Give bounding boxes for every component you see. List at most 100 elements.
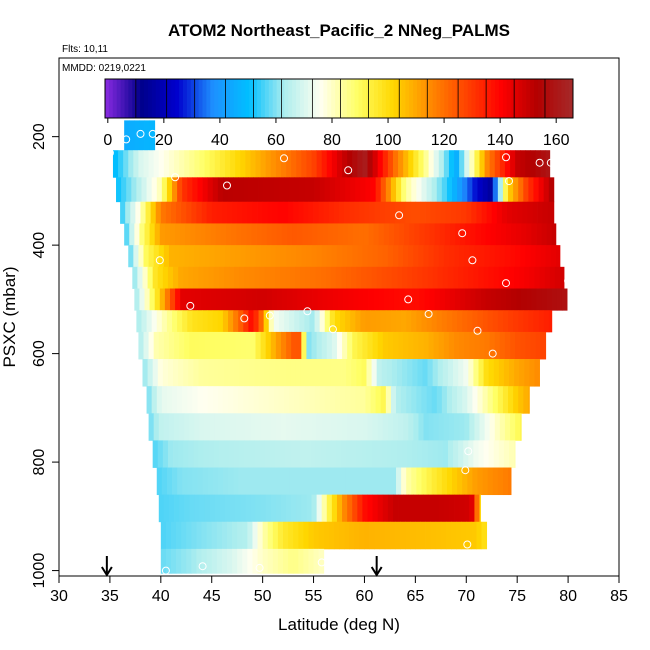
heatmap-cell	[193, 440, 199, 468]
heatmap-cell	[158, 245, 165, 268]
heatmap-cell	[554, 266, 561, 289]
heatmap-cell	[407, 440, 413, 468]
heatmap-cell	[148, 413, 155, 441]
observation-point	[461, 466, 470, 475]
arrow-head	[370, 566, 383, 577]
heatmap-cell	[464, 494, 470, 523]
heatmap-cell	[205, 288, 212, 311]
heatmap-cell	[249, 440, 255, 468]
heatmap-cell	[312, 288, 319, 311]
heatmap-cell	[428, 413, 435, 441]
heatmap-cell	[192, 177, 198, 203]
heatmap-cell	[334, 310, 341, 333]
heatmap-cell	[239, 266, 245, 289]
heatmap-cell	[551, 223, 557, 246]
heatmap-cell	[174, 150, 180, 178]
heatmap-cell	[421, 177, 427, 203]
heatmap-cell	[305, 440, 311, 468]
heatmap-cell	[168, 413, 175, 441]
heatmap-cell	[472, 310, 478, 333]
y-axis: 200 400 600 800 1000	[31, 123, 59, 588]
heatmap-cell	[503, 359, 510, 387]
heatmap-cell	[228, 310, 234, 333]
heatmap-cell	[255, 245, 261, 268]
heatmap-cell	[362, 150, 368, 178]
heatmap-cell	[277, 201, 284, 224]
heatmap-cell	[270, 150, 277, 178]
heatmap-cell	[492, 310, 499, 333]
heatmap-cell	[509, 266, 515, 289]
heatmap-cell	[372, 494, 379, 523]
heatmap-cell	[530, 150, 536, 178]
heatmap-cell	[314, 310, 321, 333]
heatmap-cell	[461, 521, 467, 550]
heatmap-cell	[285, 266, 291, 289]
heatmap-cell	[297, 223, 303, 246]
colorbar-slice	[120, 79, 125, 118]
colorbar-slice	[225, 79, 231, 118]
heatmap-cell	[429, 288, 436, 311]
heatmap-cell	[151, 177, 158, 203]
heatmap-cell	[372, 413, 379, 441]
heatmap-cell	[196, 201, 202, 224]
heatmap-cell	[426, 177, 433, 203]
heatmap-cell	[143, 150, 149, 178]
heatmap-cell	[327, 223, 334, 246]
heatmap-cell	[206, 201, 213, 224]
heatmap-cell	[384, 521, 391, 550]
observation-point	[439, 142, 448, 151]
heatmap-cell	[250, 413, 256, 441]
heatmap-cell	[278, 310, 285, 333]
x-tick-label: 80	[559, 588, 577, 605]
heatmap-cell	[286, 245, 292, 268]
colorbar-slice	[475, 79, 480, 118]
heatmap-cell	[387, 245, 394, 268]
heatmap-cell	[340, 467, 346, 496]
heatmap-cell	[487, 310, 494, 333]
x-tick-label: 50	[254, 588, 272, 605]
heatmap-cell	[499, 245, 506, 268]
heatmap-cell	[320, 266, 327, 289]
heatmap-cell	[169, 288, 176, 311]
x-tick-label: 30	[50, 588, 68, 605]
heatmap-cell	[483, 440, 490, 468]
heatmap-cell	[502, 386, 509, 414]
heatmap-cell	[200, 288, 207, 311]
heatmap-cell	[448, 413, 455, 441]
heatmap-cell	[469, 245, 475, 268]
heatmap-cell	[198, 440, 204, 468]
heatmap-cell	[161, 467, 168, 496]
heatmap-cell	[535, 150, 541, 178]
observation-point	[198, 562, 207, 571]
heatmap-cell	[293, 521, 299, 550]
heatmap-cell	[286, 150, 292, 178]
heatmap-cell	[398, 413, 404, 441]
heatmap-cell	[423, 331, 429, 360]
heatmap-cell	[171, 201, 177, 224]
heatmap-cell	[146, 177, 153, 203]
heatmap-cell	[336, 245, 343, 268]
heatmap-cell	[165, 521, 172, 550]
colorbar-slice	[241, 79, 246, 118]
colorbar-tick-label: 60	[267, 132, 285, 149]
heatmap-cell	[526, 288, 532, 311]
heatmap-cell	[199, 150, 205, 178]
heatmap-cell	[204, 331, 211, 360]
colorbar-slice	[300, 79, 305, 118]
colorbar-slice	[378, 79, 383, 118]
heatmap-cell	[473, 440, 479, 468]
colorbar-slice	[448, 79, 453, 118]
heatmap-cell	[313, 548, 320, 574]
heatmap-cell	[203, 440, 210, 468]
heatmap-cell	[469, 331, 475, 360]
heatmap-cell	[221, 521, 228, 550]
heatmap-cell	[502, 177, 509, 203]
heatmap-cell	[446, 386, 453, 414]
heatmap-cell	[262, 548, 269, 574]
heatmap-cell	[463, 359, 469, 387]
heatmap-cell	[431, 310, 438, 333]
heatmap-cell	[217, 386, 224, 414]
heatmap-cell	[515, 150, 521, 178]
heatmap-cell	[453, 266, 459, 289]
colorbar-slice	[136, 79, 141, 118]
